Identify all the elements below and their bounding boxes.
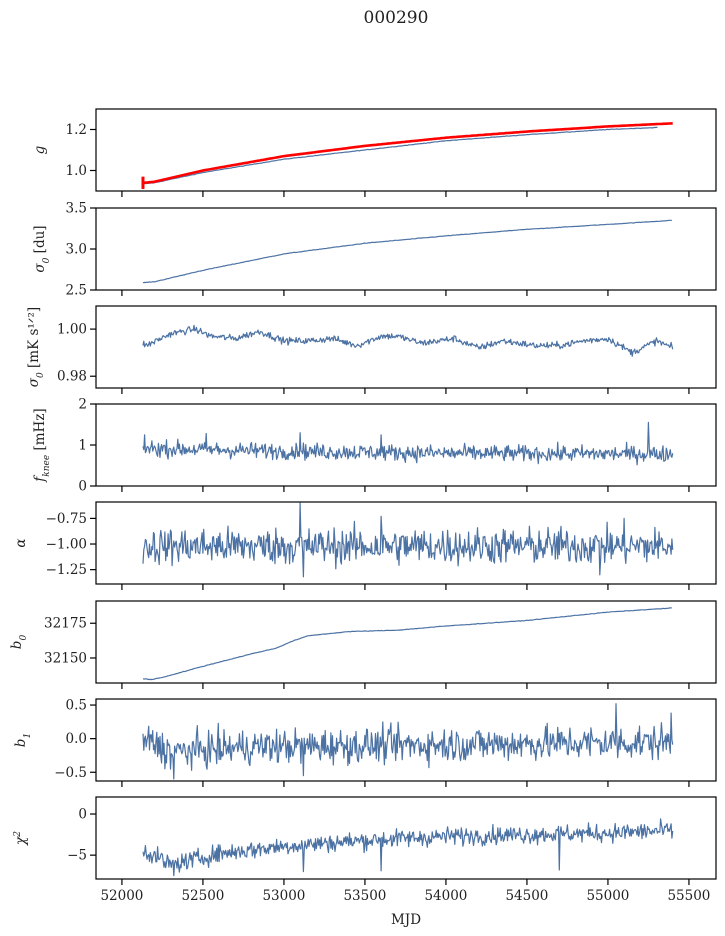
y-axis-label-sigma0_du: σ0 [du] xyxy=(32,225,52,272)
y-axis-label-b0: b0 xyxy=(9,635,29,650)
panel-sigma0_du: 2.5 3.0 3.5 σ0 [du] xyxy=(32,201,717,299)
panel-sigma0_mK: 0.98 1.00 σ0 [mK s¹ᐟ²] xyxy=(26,305,717,394)
axes-frame xyxy=(95,108,717,192)
axes-frame xyxy=(95,207,717,291)
data-line-chi2 xyxy=(142,818,674,877)
y-axis-label-fknee: fknee [mHz] xyxy=(32,408,52,482)
panel-fknee: 0 1 2 fknee [mHz] xyxy=(32,397,717,495)
data-line-sigma0_mK xyxy=(142,324,674,357)
series-fknee xyxy=(142,421,674,466)
panel-g: 1.0 1.2 g xyxy=(32,108,717,197)
x-tick-label: 54000 xyxy=(424,888,467,904)
x-tick-label: 52500 xyxy=(181,888,224,904)
y-tick-label: 0 xyxy=(78,807,87,823)
data-line-fknee xyxy=(142,421,674,466)
y-tick-label: −0.75 xyxy=(46,511,87,527)
y-tick-label: 2 xyxy=(78,397,87,413)
y-tick-label: 32150 xyxy=(44,650,87,666)
y-axis-label-alpha: α xyxy=(13,538,29,547)
y-tick-label: 0.0 xyxy=(66,731,87,747)
y-tick-label: 0.5 xyxy=(66,698,87,714)
axes-frame xyxy=(95,501,717,585)
series-chi2 xyxy=(142,818,674,877)
x-tick-label: 53000 xyxy=(262,888,305,904)
y-tick-label: 3.5 xyxy=(66,201,87,217)
series-g xyxy=(141,122,673,189)
panel-alpha: −1.25 −1.00 −0.75 α xyxy=(13,501,717,590)
y-tick-label: −0.5 xyxy=(54,765,87,781)
reference-line xyxy=(142,122,673,185)
y-axis-label-sigma0_mK: σ0 [mK s¹ᐟ²] xyxy=(26,307,46,387)
y-axis-label-chi2: χ2 xyxy=(13,831,29,846)
series-b0 xyxy=(142,607,672,681)
y-tick-label: 2.5 xyxy=(66,283,87,299)
data-line-alpha xyxy=(142,502,674,578)
y-tick-label: 3.0 xyxy=(66,242,87,258)
axes-frame xyxy=(95,796,717,880)
y-tick-label: −1.25 xyxy=(46,562,87,578)
x-tick-label: 53500 xyxy=(343,888,386,904)
y-tick-label: 1 xyxy=(78,438,87,454)
y-tick-label: 32175 xyxy=(44,616,87,632)
data-line-b1 xyxy=(142,703,674,780)
panel-b1: −0.5 0.0 0.5 b1 xyxy=(13,698,717,787)
y-tick-label: −5 xyxy=(67,848,87,864)
y-tick-label: 1.2 xyxy=(66,122,87,138)
panel-chi2: −5 0 52000 52500 53000 53500 54000 54500 55000 55… xyxy=(13,796,717,904)
y-axis-label-g: g xyxy=(32,145,48,154)
data-line-g xyxy=(142,126,658,185)
series-sigma0_du xyxy=(142,219,672,284)
data-line-b0 xyxy=(142,607,672,681)
y-tick-label: 1.00 xyxy=(57,322,87,338)
y-tick-label: 1.0 xyxy=(66,163,87,179)
series-sigma0_mK xyxy=(142,324,674,357)
series-b1 xyxy=(142,703,674,780)
y-tick-label: 0 xyxy=(78,479,87,495)
series-alpha xyxy=(142,502,674,578)
x-tick-label: 55500 xyxy=(667,888,710,904)
x-axis-label: MJD xyxy=(391,912,421,928)
y-tick-label: 0.98 xyxy=(57,369,87,385)
y-axis-label-b1: b1 xyxy=(13,733,33,747)
axes-frame xyxy=(95,403,717,487)
x-tick-label: 52000 xyxy=(100,888,143,904)
axes-frame xyxy=(95,698,717,782)
chart-title: 000290 xyxy=(364,8,429,28)
data-line-sigma0_du xyxy=(142,219,672,284)
x-tick-label: 55000 xyxy=(586,888,629,904)
axes-frame xyxy=(95,600,717,684)
axes-frame xyxy=(95,305,717,389)
y-tick-label: −1.00 xyxy=(46,537,87,553)
panel-b0: 32150 32175 b0 xyxy=(9,600,717,689)
x-tick-label: 54500 xyxy=(505,888,548,904)
panels: 1.0 1.2 g 2.5 3.0 3.5 σ0 [du] 0.98 1.00 σ0 [mK s¹… xyxy=(9,108,717,904)
